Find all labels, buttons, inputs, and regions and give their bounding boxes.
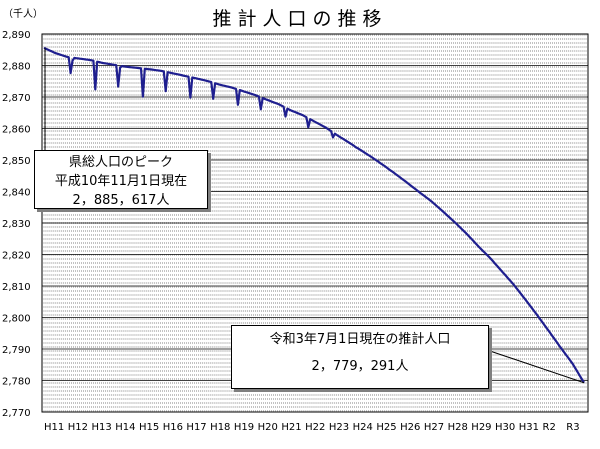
y-axis-tick-labels: 2,770 2,780 2,790 2,800 2,810 2,820 2,830 2,840… [2,30,31,419]
x-tick-label: H16 [163,422,183,433]
x-tick-label: H24 [353,422,373,433]
x-tick-label: H20 [258,422,278,433]
y-tick-label: 2,840 [2,188,31,199]
y-tick-label: 2,830 [2,219,31,230]
x-tick-label: H29 [471,422,491,433]
population-series-line [43,46,585,384]
y-tick-label: 2,880 [2,62,31,73]
x-tick-label: R3 [566,422,579,433]
x-tick-label: H14 [115,422,135,433]
peak-callout-title: 県総人口のピーク [68,155,173,170]
x-tick-label: H25 [376,422,396,433]
x-tick-label: H22 [305,422,325,433]
x-tick-label: H17 [186,422,206,433]
x-tick-label: H13 [91,422,111,433]
x-tick-label: H28 [448,422,468,433]
x-tick-label: H26 [400,422,420,433]
x-tick-label: H27 [424,422,444,433]
x-tick-label: H31 [519,422,539,433]
x-tick-label: H11 [44,422,64,433]
y-tick-label: 2,850 [2,156,31,167]
y-tick-label: 2,780 [2,377,31,388]
current-callout-pointer [486,349,585,384]
peak-callout-date: 平成10年11月1日現在 [54,174,188,189]
y-tick-label: 2,890 [2,30,31,41]
current-population-callout: 令和3年7月1日現在の推計人口 2，779，291人 [231,325,489,389]
plot-area-border [41,33,589,413]
current-callout-title: 令和3年7月1日現在の推計人口 [269,332,451,347]
y-tick-label: 2,870 [2,93,31,104]
chart-title: 推計人口の推移 [212,8,388,30]
y-tick-label: 2,860 [2,125,31,136]
x-tick-label: R2 [543,422,556,433]
y-tick-label: 2,790 [2,345,31,356]
y-tick-label: 2,770 [2,408,31,419]
current-callout-value: 2，779，291人 [311,359,409,374]
peak-population-callout: 県総人口のピーク 平成10年11月1日現在 2，885，617人 [34,150,208,209]
x-tick-label: H12 [68,422,88,433]
x-tick-label: H23 [329,422,349,433]
y-tick-label: 2,800 [2,314,31,325]
y-tick-label: 2,810 [2,282,31,293]
peak-callout-value: 2，885，617人 [72,193,170,208]
x-axis-tick-labels: H11 H12 H13 H14 H15 H16 H17 H18 H19 H20 H21 H22 H23 H… [44,422,580,433]
x-tick-label: H19 [234,422,254,433]
y-tick-label: 2,820 [2,251,31,262]
x-tick-label: H15 [139,422,159,433]
x-tick-label: H21 [281,422,301,433]
x-tick-label: H30 [495,422,515,433]
x-tick-label: H18 [210,422,230,433]
y-axis-unit-label: （千人） [3,8,43,20]
